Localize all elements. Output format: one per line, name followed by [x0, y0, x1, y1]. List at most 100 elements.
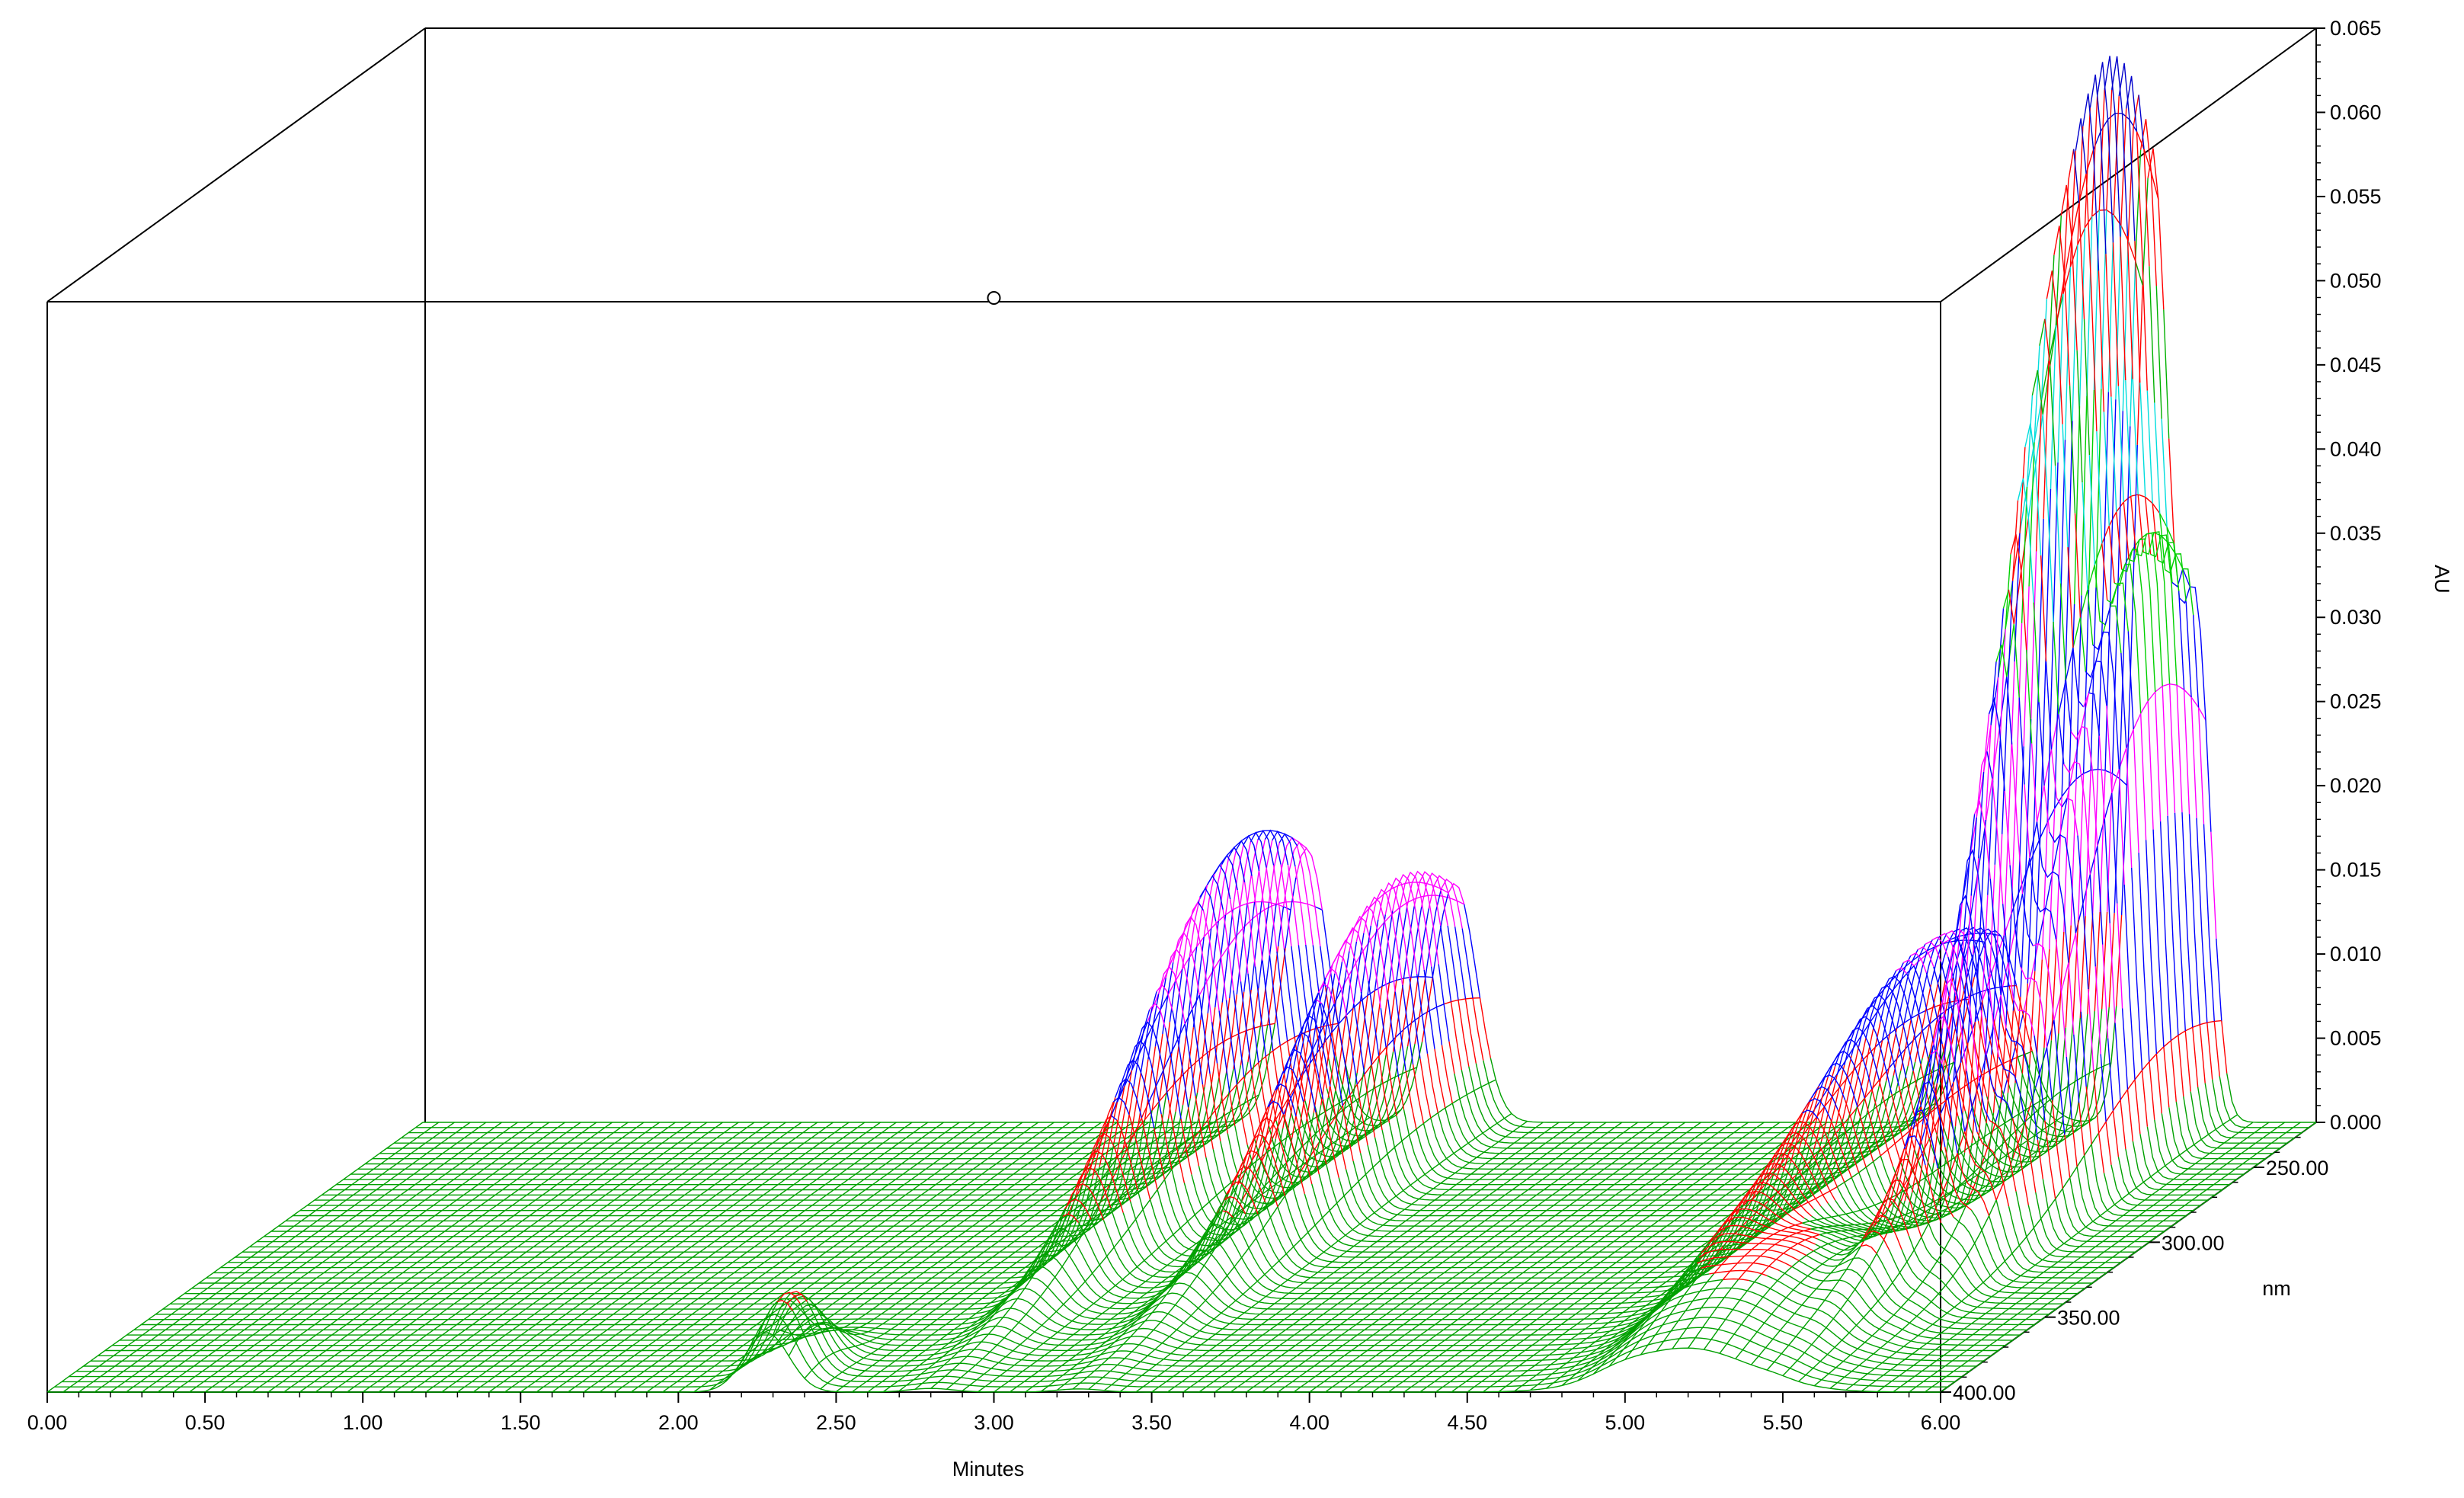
mesh-segment — [273, 1246, 282, 1253]
mesh-segment — [1641, 1148, 1650, 1154]
mesh-segment — [699, 1189, 709, 1196]
mesh-segment — [645, 1194, 654, 1201]
mesh-segment — [1754, 1168, 1763, 1175]
mesh-time-line — [646, 1122, 1023, 1393]
mesh-segment — [541, 1246, 550, 1253]
mesh-segment — [1208, 1345, 1218, 1352]
mesh-segment — [1029, 1236, 1038, 1243]
mesh-segment — [597, 1376, 606, 1382]
mesh-segment — [242, 1371, 251, 1378]
mesh-segment — [1686, 1194, 1695, 1201]
mesh-segment — [595, 1355, 603, 1362]
mesh-segment — [806, 1158, 814, 1165]
mesh-segment — [282, 1251, 290, 1258]
mesh-segment — [581, 1251, 590, 1258]
mesh-segment — [606, 1132, 614, 1138]
mesh-segment — [350, 1293, 359, 1300]
mesh-segment — [563, 1231, 571, 1237]
mesh-segment — [1054, 1127, 1064, 1134]
mesh-segment — [858, 1314, 866, 1320]
mesh-segment — [1451, 1098, 1461, 1104]
mesh-segment — [1364, 1064, 1372, 1075]
mesh-segment — [1046, 1370, 1055, 1377]
mesh-segment — [1669, 1240, 1678, 1247]
mesh-segment — [1256, 1274, 1266, 1282]
mesh-segment — [343, 1173, 351, 1180]
mesh-segment — [601, 1282, 610, 1289]
mesh-segment — [1417, 1308, 1426, 1315]
mesh-segment — [1070, 1288, 1079, 1298]
mesh-segment — [1399, 1288, 1407, 1295]
mesh-segment — [1589, 1298, 1598, 1304]
mesh-segment — [646, 1386, 654, 1393]
mesh-segment — [625, 1345, 634, 1352]
mesh-segment — [269, 1340, 278, 1346]
mesh-segment — [866, 1375, 875, 1382]
mesh-segment — [1463, 1298, 1472, 1304]
mesh-segment — [655, 1210, 664, 1217]
mesh-segment — [353, 1314, 361, 1320]
mesh-segment — [476, 1168, 485, 1175]
mesh-segment — [560, 1267, 568, 1273]
mesh-segment — [600, 1272, 609, 1279]
mesh-segment — [1496, 1184, 1505, 1191]
mesh-segment — [788, 1137, 796, 1144]
mesh-segment — [955, 1277, 965, 1284]
mesh-segment — [1685, 1184, 1694, 1191]
mesh-segment — [1453, 1148, 1461, 1154]
mesh-segment — [1493, 1220, 1501, 1227]
mesh-segment — [1155, 1070, 1164, 1087]
mesh-segment — [1305, 1298, 1314, 1304]
mesh-segment — [1050, 1332, 1058, 1339]
mesh-segment — [1308, 1319, 1317, 1326]
mesh-segment — [1153, 1009, 1161, 1025]
mesh-segment — [616, 1272, 624, 1279]
mesh-time-line — [283, 1122, 661, 1393]
mesh-segment — [886, 1168, 895, 1175]
mesh-segment — [1563, 1339, 1572, 1346]
mesh-segment — [1154, 1282, 1162, 1288]
mesh-segment — [878, 1355, 888, 1362]
mesh-segment — [859, 1142, 868, 1149]
mesh-segment — [1358, 1093, 1367, 1099]
mesh-segment — [1387, 1262, 1396, 1269]
mesh-segment — [1634, 1277, 1643, 1284]
mesh-segment — [850, 1127, 858, 1134]
mesh-segment — [328, 1184, 337, 1191]
mesh-segment — [1529, 1262, 1538, 1269]
mesh-time-line — [299, 1122, 676, 1393]
mesh-segment — [938, 1142, 947, 1149]
mesh-segment — [1643, 1168, 1653, 1175]
mesh-segment — [326, 1288, 334, 1295]
mesh-segment — [1710, 1199, 1720, 1206]
mesh-segment — [1055, 1304, 1064, 1312]
mesh-segment — [786, 1251, 795, 1258]
mesh-segment — [1030, 1122, 1039, 1128]
mesh-segment — [480, 1381, 488, 1388]
mesh-segment — [392, 1194, 402, 1201]
mesh-segment — [523, 1168, 532, 1175]
mesh-segment — [1076, 1168, 1084, 1175]
mesh-segment — [443, 1282, 452, 1289]
mesh-segment — [1034, 1210, 1042, 1217]
mesh-time-line — [567, 1122, 944, 1393]
mesh-segment — [971, 1277, 980, 1284]
mesh-segment — [157, 1386, 165, 1393]
mesh-segment — [1040, 1286, 1048, 1298]
mesh-segment — [1487, 1303, 1496, 1310]
mesh-segment — [875, 1199, 883, 1206]
mesh-segment — [968, 1132, 977, 1138]
mesh-segment — [1356, 1386, 1365, 1393]
mesh-segment — [1116, 1297, 1125, 1304]
mesh-segment — [607, 1142, 616, 1149]
mesh-time-line — [251, 1122, 629, 1393]
mesh-segment — [283, 1329, 293, 1336]
mesh-segment — [1549, 1168, 1557, 1175]
mesh-segment — [698, 1360, 706, 1367]
mesh-segment — [1349, 1267, 1357, 1273]
mesh-segment — [334, 1225, 342, 1232]
mesh-segment — [1720, 1148, 1729, 1154]
mesh-segment — [720, 1345, 728, 1352]
mesh-segment — [1499, 1148, 1508, 1154]
mesh-segment — [531, 1288, 539, 1295]
